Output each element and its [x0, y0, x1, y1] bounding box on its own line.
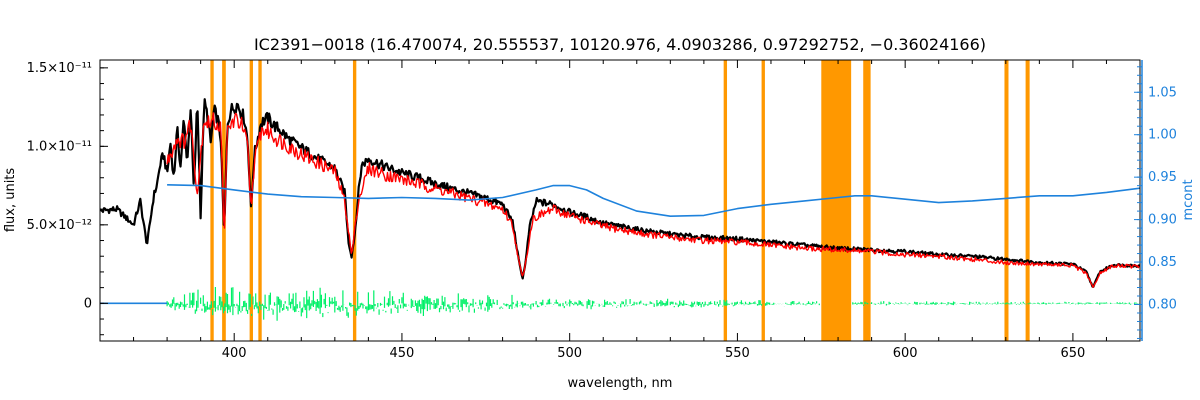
x-tick-label-2: 500: [557, 346, 582, 361]
x-axis-title: wavelength, nm: [568, 376, 673, 391]
x-tick-label-1: 450: [390, 346, 415, 361]
x-tick-label-3: 550: [725, 346, 750, 361]
y-tick-label-0: 0: [84, 296, 92, 311]
y-axis-right-title: mcont: [1181, 179, 1196, 220]
y-axis-left: 0 5.0×10⁻¹² 1.0×10⁻¹¹ 1.5×10⁻¹¹: [27, 61, 108, 336]
series-model: [166, 112, 1140, 288]
y-right-tick-label-3: 0.95: [1148, 170, 1177, 185]
residuals-path: [166, 287, 1140, 321]
plot-frame: [99, 59, 1141, 342]
series-observed: [100, 98, 1140, 288]
y-right-tick-label-1: 0.85: [1148, 255, 1177, 270]
x-tick-label-4: 600: [893, 346, 918, 361]
masked-region-5: [723, 60, 728, 341]
series-group: [100, 98, 1140, 305]
y-tick-label-1: 5.0×10⁻¹²: [27, 218, 92, 233]
masked-region-9: [1004, 60, 1009, 341]
y-axis-right: 0.80 0.85 0.90 0.95 1.00 1.05: [1134, 66, 1177, 339]
masked-region-0: [210, 60, 214, 341]
y-right-tick-label-2: 0.90: [1148, 213, 1177, 228]
y-tick-label-2: 1.0×10⁻¹¹: [27, 139, 92, 154]
masked-region-6: [761, 60, 765, 341]
x-tick-label-0: 400: [222, 346, 247, 361]
residuals-series: [166, 287, 1140, 321]
masked-region-8: [863, 60, 871, 341]
masked-region-4: [352, 60, 357, 341]
y-right-tick-label-0: 0.80: [1148, 297, 1177, 312]
chart-title: IC2391−0018 (16.470074, 20.555537, 10120…: [254, 35, 986, 54]
y-right-tick-label-4: 1.00: [1148, 128, 1177, 143]
masked-regions: [210, 60, 1030, 341]
x-tick-label-5: 650: [1060, 346, 1085, 361]
masked-region-7: [821, 60, 852, 341]
y-tick-label-3: 1.5×10⁻¹¹: [27, 61, 92, 76]
masked-region-10: [1025, 60, 1030, 341]
y-right-tick-label-5: 1.05: [1148, 85, 1177, 100]
x-axis: 400 450 500 550 600 650: [99, 60, 1141, 361]
y-axis-title: flux, units: [3, 168, 18, 233]
series-continuum: [167, 184, 1140, 217]
masked-region-3: [258, 60, 262, 341]
